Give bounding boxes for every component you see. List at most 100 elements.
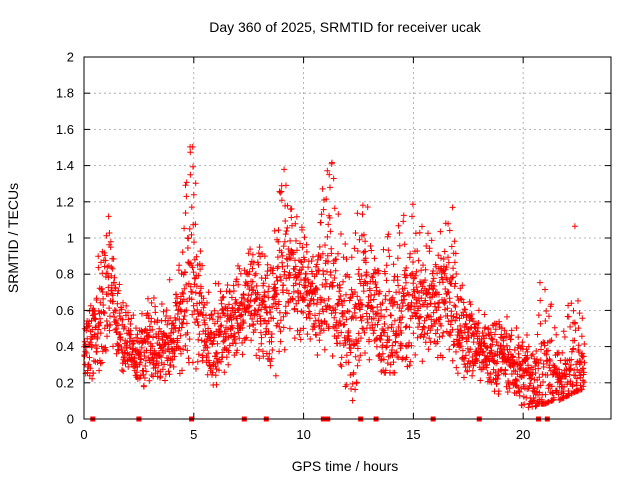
data-point xyxy=(310,300,317,307)
data-point xyxy=(354,210,361,217)
data-point xyxy=(183,193,190,200)
data-point xyxy=(375,267,382,274)
data-point xyxy=(537,357,544,364)
data-point xyxy=(461,306,468,313)
data-point xyxy=(305,264,312,271)
data-point xyxy=(150,295,157,301)
data-point xyxy=(131,355,138,362)
data-point xyxy=(223,354,230,361)
data-point xyxy=(371,255,378,262)
data-point xyxy=(415,257,422,264)
data-point xyxy=(466,349,473,356)
data-point xyxy=(148,299,155,306)
data-point xyxy=(495,371,502,378)
data-point xyxy=(354,248,361,254)
data-point xyxy=(218,322,225,329)
data-point xyxy=(366,336,373,343)
data-point xyxy=(109,292,116,299)
data-point xyxy=(318,326,325,332)
data-point xyxy=(445,318,452,325)
data-point xyxy=(337,340,343,347)
data-point xyxy=(238,311,245,318)
data-point xyxy=(403,354,410,361)
data-point xyxy=(188,231,195,238)
data-point xyxy=(280,289,287,296)
data-point xyxy=(212,363,219,370)
data-point xyxy=(249,265,256,272)
data-point xyxy=(426,245,433,252)
data-point xyxy=(183,320,190,327)
data-point xyxy=(580,353,587,360)
data-point xyxy=(383,344,390,351)
data-point xyxy=(519,339,526,346)
data-point xyxy=(291,266,298,273)
data-point xyxy=(249,316,256,322)
data-point xyxy=(217,288,224,295)
data-point xyxy=(395,282,402,289)
data-point xyxy=(205,289,212,296)
data-point xyxy=(535,365,542,372)
data-point xyxy=(241,295,247,302)
data-point xyxy=(400,218,407,225)
data-point xyxy=(134,331,141,338)
data-point xyxy=(284,224,291,231)
data-point xyxy=(230,282,237,289)
data-point xyxy=(464,368,471,375)
data-point xyxy=(529,351,536,358)
data-point xyxy=(114,300,121,307)
data-point xyxy=(252,326,259,333)
data-point xyxy=(107,322,114,328)
data-point xyxy=(158,354,165,361)
data-point xyxy=(174,295,181,302)
data-point xyxy=(182,210,189,216)
data-point xyxy=(92,311,99,318)
data-point xyxy=(310,253,316,260)
data-point xyxy=(281,268,288,275)
data-point xyxy=(489,335,495,342)
data-point xyxy=(241,335,248,342)
data-point xyxy=(278,197,285,204)
data-point xyxy=(355,300,362,307)
data-point xyxy=(347,372,354,378)
data-point xyxy=(273,322,280,329)
data-point xyxy=(97,360,104,367)
data-point xyxy=(508,371,515,377)
data-point xyxy=(383,262,390,269)
data-point xyxy=(425,230,431,237)
data-point xyxy=(338,329,345,336)
data-point xyxy=(115,287,122,294)
data-point xyxy=(373,336,380,343)
data-point xyxy=(539,371,546,378)
data-point xyxy=(372,279,379,286)
data-point xyxy=(210,338,217,345)
data-point xyxy=(351,340,358,347)
data-point xyxy=(180,316,187,323)
data-point xyxy=(422,266,429,273)
data-point xyxy=(110,255,117,262)
data-point xyxy=(394,301,401,308)
data-point xyxy=(545,382,552,389)
data-point xyxy=(362,248,369,255)
data-point xyxy=(554,387,560,394)
data-point xyxy=(339,302,346,309)
data-point xyxy=(179,249,186,256)
data-point xyxy=(112,307,119,314)
data-point xyxy=(274,278,281,284)
data-point xyxy=(449,357,456,364)
data-point xyxy=(450,265,457,272)
data-point xyxy=(275,227,282,234)
data-point xyxy=(417,313,424,320)
data-point xyxy=(323,196,330,203)
data-point xyxy=(125,363,132,370)
data-point xyxy=(116,310,123,317)
y-tick-label: 0.4 xyxy=(56,339,74,354)
data-point xyxy=(279,263,286,270)
data-point xyxy=(136,351,143,358)
data-point xyxy=(373,284,380,291)
y-tick-label: 1.2 xyxy=(56,194,74,209)
data-point xyxy=(531,355,538,362)
data-point xyxy=(537,382,544,389)
data-point xyxy=(342,241,349,247)
data-point xyxy=(319,185,326,192)
data-point xyxy=(335,332,342,339)
